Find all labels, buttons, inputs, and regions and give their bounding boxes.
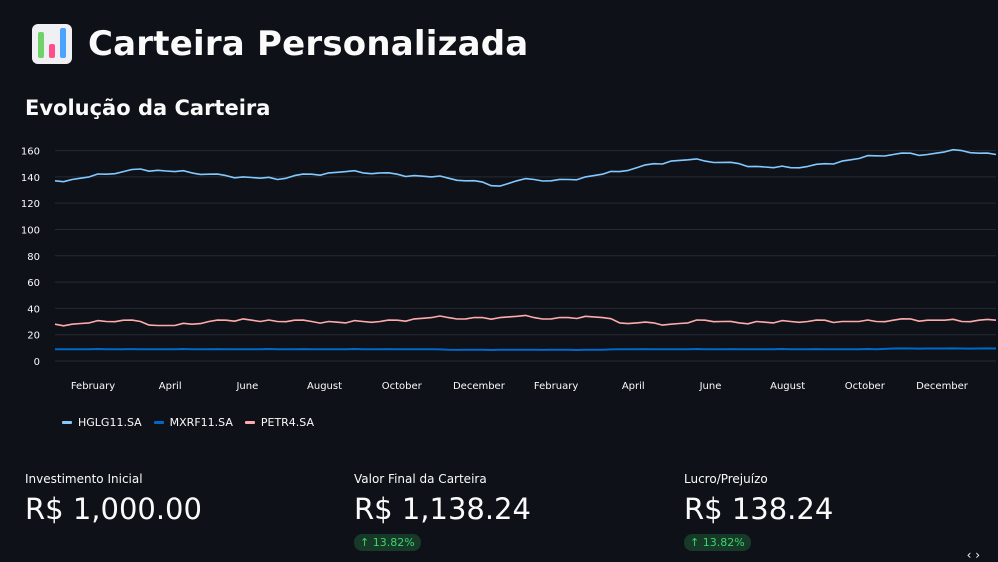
metric-label: Valor Final da Carteira: [354, 472, 487, 486]
page-title: Carteira Personalizada: [88, 24, 529, 64]
series-line-hglg11-sa[interactable]: [54, 148, 997, 187]
y-tick-label: 0: [34, 357, 40, 368]
metric-label: Lucro/Prejuízo: [684, 472, 768, 486]
y-tick-label: 40: [27, 304, 40, 315]
series-line-mxrf11-sa[interactable]: [54, 347, 997, 351]
x-tick-label: April: [159, 381, 182, 392]
x-tick-label: December: [916, 381, 969, 392]
legend-label: PETR4.SA: [260, 416, 315, 429]
metric-profit-loss: Lucro/Prejuízo R$ 138.24 ↑ 13.82%: [684, 472, 833, 551]
y-tick-label: 80: [27, 252, 40, 263]
legend-item[interactable]: MXRF11.SA: [153, 416, 233, 429]
x-tick-label: December: [453, 381, 506, 392]
metric-initial-investment: Investimento Inicial R$ 1,000.00: [25, 472, 202, 526]
title-row: Carteira Personalizada: [30, 22, 528, 66]
x-tick-label: February: [534, 381, 578, 392]
y-tick-label: 100: [21, 225, 40, 236]
metric-value: R$ 138.24: [684, 492, 834, 526]
metric-label: Investimento Inicial: [25, 472, 143, 486]
bar-chart-icon: [32, 24, 72, 64]
x-tick-label: October: [382, 381, 423, 392]
delta-badge: ↑ 13.82%: [354, 534, 421, 551]
section-title: Evolução da Carteira: [25, 96, 271, 120]
metric-final-value: Valor Final da Carteira R$ 1,138.24 ↑ 13…: [354, 472, 531, 551]
legend-swatch: [244, 421, 255, 424]
x-tick-label: June: [235, 381, 258, 392]
x-tick-label: February: [71, 381, 115, 392]
legend-item[interactable]: HGLG11.SA: [62, 416, 142, 429]
x-tick-label: June: [699, 381, 722, 392]
y-tick-label: 20: [27, 331, 40, 342]
y-tick-label: 140: [21, 173, 40, 184]
series-line-petr4-sa[interactable]: [54, 314, 997, 327]
y-tick-label: 60: [27, 278, 40, 289]
legend-swatch: [153, 421, 164, 424]
portfolio-line-chart[interactable]: 0 20 40 60 80 100 120 140 160 February April June Au…: [0, 130, 998, 400]
legend-swatch: [62, 421, 72, 424]
metric-value: R$ 1,000.00: [25, 492, 202, 526]
x-tick-label: August: [307, 381, 342, 392]
x-tick-label: August: [770, 381, 805, 392]
chart-legend: HGLG11.SA MXRF11.SA PETR4.SA: [62, 416, 314, 429]
y-tick-label: 160: [21, 147, 40, 158]
delta-badge: ↑ 13.82%: [684, 534, 751, 551]
metric-value: R$ 1,138.24: [354, 492, 531, 526]
legend-item[interactable]: PETR4.SA: [244, 416, 315, 429]
legend-label: MXRF11.SA: [169, 416, 233, 429]
pagination-arrows[interactable]: ‹ ›: [966, 548, 980, 562]
legend-label: HGLG11.SA: [78, 416, 142, 429]
y-tick-label: 120: [21, 199, 40, 210]
x-tick-label: April: [622, 381, 645, 392]
x-tick-label: October: [845, 381, 886, 392]
